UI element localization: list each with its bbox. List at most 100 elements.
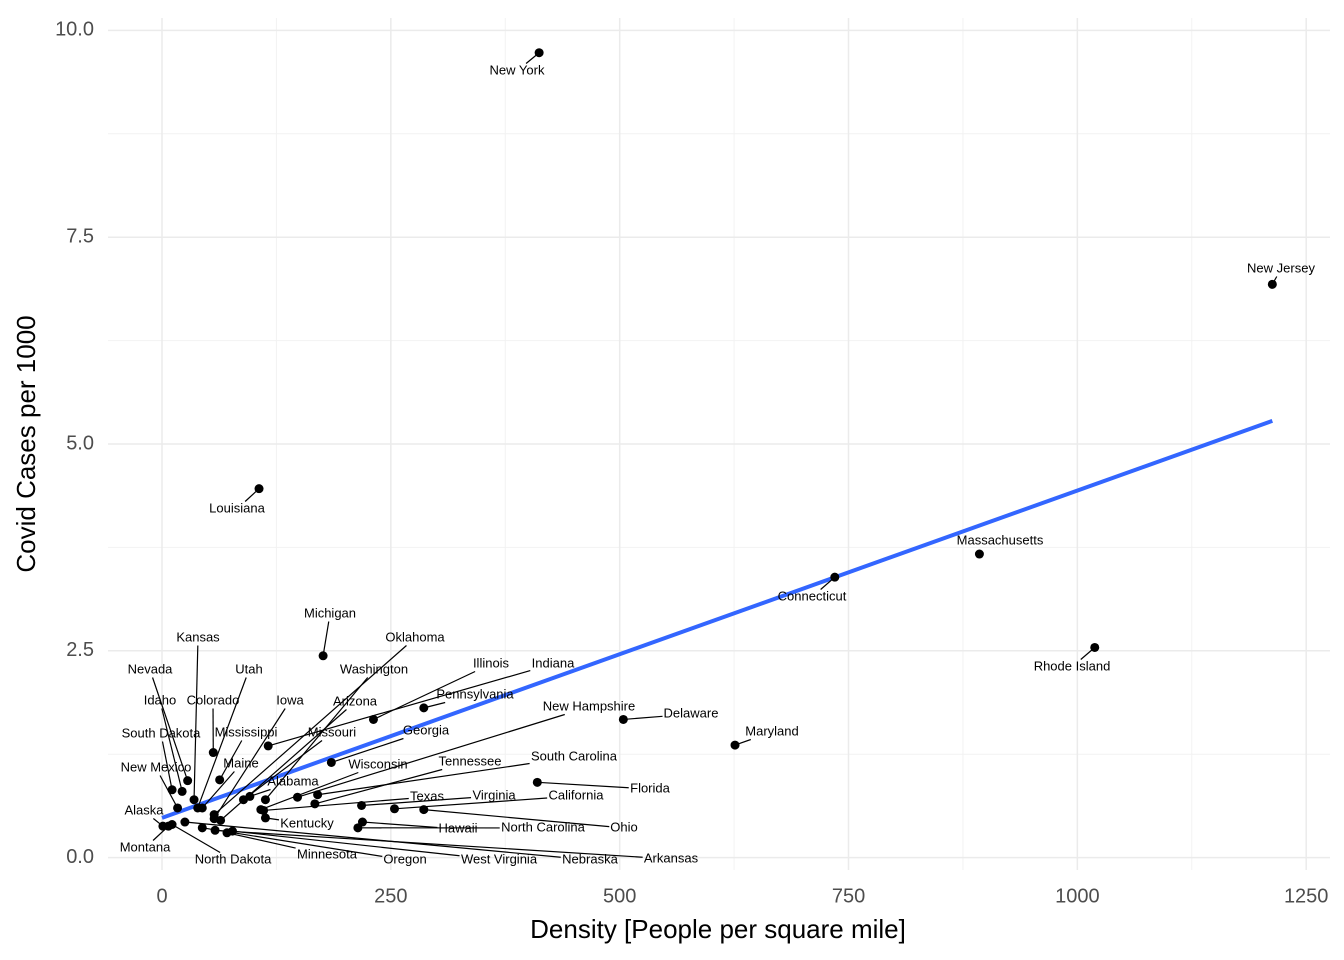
point-label: Pennsylvania (436, 686, 514, 701)
y-axis-title: Covid Cases per 1000 (11, 315, 41, 572)
point-label: Minnesota (297, 846, 358, 861)
point-label: Mississippi (215, 724, 278, 739)
point-label: Utah (235, 661, 262, 676)
leader-line (317, 762, 530, 796)
leader-line (249, 788, 271, 797)
leader-line (201, 771, 235, 809)
point-label: Iowa (276, 692, 304, 707)
trend-line (161, 418, 1274, 820)
leader-line (213, 645, 407, 816)
x-tick-label: 500 (603, 885, 636, 907)
point-label: South Carolina (531, 748, 618, 763)
leader-line (213, 708, 286, 820)
leader-line (264, 677, 369, 801)
x-tick-label: 250 (374, 885, 407, 907)
leader-line (152, 818, 164, 827)
point-label: Nebraska (562, 851, 618, 866)
leader-line (322, 621, 330, 656)
leader-line (232, 830, 460, 857)
leader-line (159, 775, 179, 809)
leader-line (623, 715, 663, 721)
leader-line (423, 809, 610, 828)
x-axis-title: Density [People per square mile] (530, 914, 906, 944)
leader-line (820, 576, 836, 590)
point-label: Colorado (187, 692, 240, 707)
leader-line (244, 488, 260, 502)
leader-line (423, 701, 446, 709)
point-label: Alabama (267, 773, 319, 788)
point-label: Oregon (383, 851, 426, 866)
point-label: Hawaii (438, 820, 477, 835)
point-label: New York (490, 62, 545, 77)
point-label: Georgia (403, 722, 450, 737)
point-label: Arkansas (644, 850, 699, 865)
point-label: Connecticut (778, 588, 847, 603)
point-label: Washington (340, 661, 408, 676)
leader-line (1271, 276, 1278, 285)
point-label: Virginia (472, 787, 516, 802)
x-tick-label: 750 (832, 885, 865, 907)
leader-line (171, 823, 221, 854)
x-tick-label: 0 (156, 885, 167, 907)
point-label: Kentucky (280, 815, 334, 830)
leader-line (161, 708, 183, 792)
point-label: North Dakota (195, 851, 272, 866)
point-label: New Jersey (1247, 260, 1315, 275)
grid (108, 18, 1330, 870)
point-label: Tennessee (439, 753, 502, 768)
leader-line (243, 740, 323, 801)
leader-line (193, 645, 199, 800)
point-label: Texas (410, 788, 444, 803)
leader-line (161, 741, 173, 790)
point-label: Idaho (144, 692, 177, 707)
point-label: Maryland (745, 723, 798, 738)
leader-line (152, 825, 169, 841)
point-label: Rhode Island (1034, 658, 1111, 673)
point-label: California (549, 787, 605, 802)
point-label: Kansas (176, 629, 220, 644)
point-label: Delaware (664, 705, 719, 720)
point-label: Oklahoma (385, 629, 445, 644)
marks (151, 48, 1278, 858)
point-label: North Carolina (501, 819, 586, 834)
x-tick-label: 1250 (1284, 885, 1329, 907)
y-tick-label: 0.0 (66, 846, 94, 868)
y-tick-label: 2.5 (66, 639, 94, 661)
point-label: Ohio (610, 819, 637, 834)
point-label: South Dakota (122, 725, 202, 740)
leader-line (226, 832, 296, 849)
leader-line (151, 677, 189, 781)
point-label: Nevada (128, 661, 174, 676)
point-label: Montana (120, 839, 171, 854)
point-label: Missouri (308, 724, 357, 739)
leader-line (362, 821, 438, 829)
point-label: Massachusetts (957, 532, 1044, 547)
leader-line (297, 713, 565, 798)
leader-line (197, 677, 247, 809)
point-label: Alaska (124, 802, 164, 817)
point-label: Louisiana (209, 500, 265, 515)
point-label: Arizona (333, 693, 378, 708)
leader-line (219, 740, 243, 781)
point-label: Michigan (304, 605, 356, 620)
leader-line (361, 797, 472, 807)
point-label: Florida (630, 780, 671, 795)
leader-line (268, 669, 531, 747)
point-label: West Virginia (461, 851, 538, 866)
leader-line (263, 797, 409, 812)
leader-line (260, 771, 359, 811)
y-tick-label: 7.5 (66, 225, 94, 247)
leader-line (215, 829, 643, 858)
point-label: Indiana (532, 655, 575, 670)
y-tick-label: 10.0 (55, 19, 94, 41)
leader-line (1080, 647, 1096, 660)
leader-line (537, 781, 629, 789)
leader-line (373, 670, 476, 720)
leader-line (314, 768, 443, 805)
point-label: Maine (223, 755, 258, 770)
leader-line (331, 737, 404, 764)
point-label: New Mexico (121, 759, 192, 774)
y-tick-label: 5.0 (66, 432, 94, 454)
